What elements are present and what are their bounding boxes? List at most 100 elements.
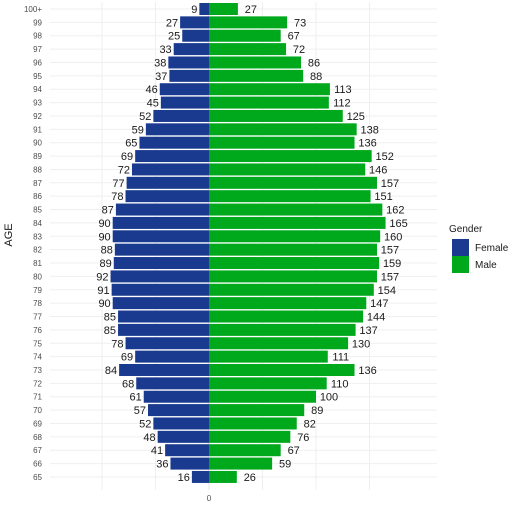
data-label-female-86: 78 xyxy=(111,191,123,203)
data-label-male-69: 82 xyxy=(304,418,316,430)
y-tick-75: 75 xyxy=(33,339,42,348)
bar-female-66 xyxy=(170,457,209,470)
data-label-male-67: 67 xyxy=(288,445,300,457)
data-label-female-74: 69 xyxy=(121,352,133,364)
bar-female-80 xyxy=(110,270,209,283)
bar-male-85 xyxy=(209,203,383,216)
data-label-male-70: 89 xyxy=(311,405,323,417)
y-tick-67: 67 xyxy=(33,446,42,455)
data-label-female-91: 59 xyxy=(132,124,144,136)
bar-male-90 xyxy=(209,136,355,149)
bar-male-78 xyxy=(209,297,367,310)
bar-male-94 xyxy=(209,83,330,96)
bar-female-97 xyxy=(173,43,209,56)
legend-label-female: Female xyxy=(475,243,509,254)
bar-male-82 xyxy=(209,243,377,256)
bar-male-66 xyxy=(209,457,273,470)
data-label-female-72: 68 xyxy=(122,378,134,390)
data-label-female-67: 41 xyxy=(151,445,163,457)
bar-male-91 xyxy=(209,123,357,136)
data-label-male-85: 162 xyxy=(386,205,404,217)
y-tick-78: 78 xyxy=(33,299,42,308)
y-tick-98: 98 xyxy=(33,32,42,41)
data-label-male-74: 111 xyxy=(332,352,349,364)
data-label-male-86: 151 xyxy=(374,191,392,203)
bar-male-81 xyxy=(209,257,380,270)
x-tick-label: 0 xyxy=(207,494,212,503)
y-tick-71: 71 xyxy=(33,393,42,402)
data-labels: 9 27 27 73 25 67 33 72 38 86 37 88 46 113 45 112 52 125 59… xyxy=(96,4,407,484)
data-label-female-94: 46 xyxy=(146,84,158,96)
data-label-female-76: 85 xyxy=(104,325,116,337)
bar-male-67 xyxy=(209,444,281,457)
bar-male-68 xyxy=(209,430,291,443)
bar-male-76 xyxy=(209,323,356,336)
bar-male-87 xyxy=(209,176,377,189)
y-tick-93: 93 xyxy=(33,99,42,108)
bar-male-74 xyxy=(209,350,328,363)
data-label-male-90: 136 xyxy=(358,138,376,150)
y-tick-80: 80 xyxy=(33,272,42,281)
bar-female-81 xyxy=(113,257,209,270)
data-label-male-89: 152 xyxy=(375,151,393,163)
bar-female-84 xyxy=(112,216,209,229)
bar-male-79 xyxy=(209,283,374,296)
y-tick-81: 81 xyxy=(33,259,42,268)
bar-male-84 xyxy=(209,216,386,229)
bar-female-65 xyxy=(191,470,209,483)
legend-swatch-female xyxy=(452,239,469,256)
y-tick-86: 86 xyxy=(33,192,42,201)
bar-male-99 xyxy=(209,16,288,29)
data-label-female-71: 61 xyxy=(129,392,141,404)
data-label-male-91: 138 xyxy=(360,124,378,136)
bar-male-95 xyxy=(209,69,304,82)
data-label-male-75: 130 xyxy=(352,338,370,350)
data-label-female-98: 25 xyxy=(168,31,180,43)
y-tick-87: 87 xyxy=(33,179,42,188)
legend-label-male: Male xyxy=(475,260,497,271)
bar-male-93 xyxy=(209,96,329,109)
legend: Gender Female Male xyxy=(449,224,509,273)
y-tick-100+: 100+ xyxy=(24,5,42,14)
data-label-male-95: 88 xyxy=(310,71,322,83)
data-label-male-83: 160 xyxy=(384,231,402,243)
data-label-male-99: 73 xyxy=(294,17,306,29)
bar-female-92 xyxy=(153,109,209,122)
data-label-female-66: 36 xyxy=(156,459,168,471)
bar-male-69 xyxy=(209,417,297,430)
bar-female-70 xyxy=(148,404,209,417)
data-label-female-85: 87 xyxy=(102,205,114,217)
bar-female-94 xyxy=(159,83,209,96)
y-tick-70: 70 xyxy=(33,406,42,415)
bar-female-87 xyxy=(126,176,209,189)
data-label-male-78: 147 xyxy=(370,298,388,310)
bar-female-77 xyxy=(118,310,209,323)
data-label-female-79: 91 xyxy=(97,285,109,297)
bar-female-71 xyxy=(143,390,209,403)
bar-female-67 xyxy=(165,444,209,457)
bar-male-98 xyxy=(209,29,281,42)
bar-female-83 xyxy=(112,230,209,243)
data-label-female-83: 90 xyxy=(98,231,110,243)
data-label-female-73: 84 xyxy=(105,365,117,377)
bar-male-89 xyxy=(209,150,372,163)
bar-male-100+ xyxy=(209,3,238,15)
data-label-female-80: 92 xyxy=(96,271,108,283)
bar-male-71 xyxy=(209,390,316,403)
bar-female-72 xyxy=(136,377,209,390)
y-tick-69: 69 xyxy=(33,419,42,428)
y-tick-85: 85 xyxy=(33,206,42,215)
bar-male-75 xyxy=(209,337,349,350)
bar-male-83 xyxy=(209,230,381,243)
bar-male-72 xyxy=(209,377,327,390)
data-label-female-65: 16 xyxy=(178,472,190,484)
bar-male-73 xyxy=(209,363,355,376)
bar-female-91 xyxy=(145,123,209,136)
data-label-female-81: 89 xyxy=(100,258,112,270)
data-label-male-84: 165 xyxy=(389,218,407,230)
data-label-female-82: 88 xyxy=(101,245,113,257)
data-label-male-94: 113 xyxy=(334,84,352,96)
data-label-male-96: 86 xyxy=(308,57,320,69)
data-label-female-95: 37 xyxy=(155,71,167,83)
